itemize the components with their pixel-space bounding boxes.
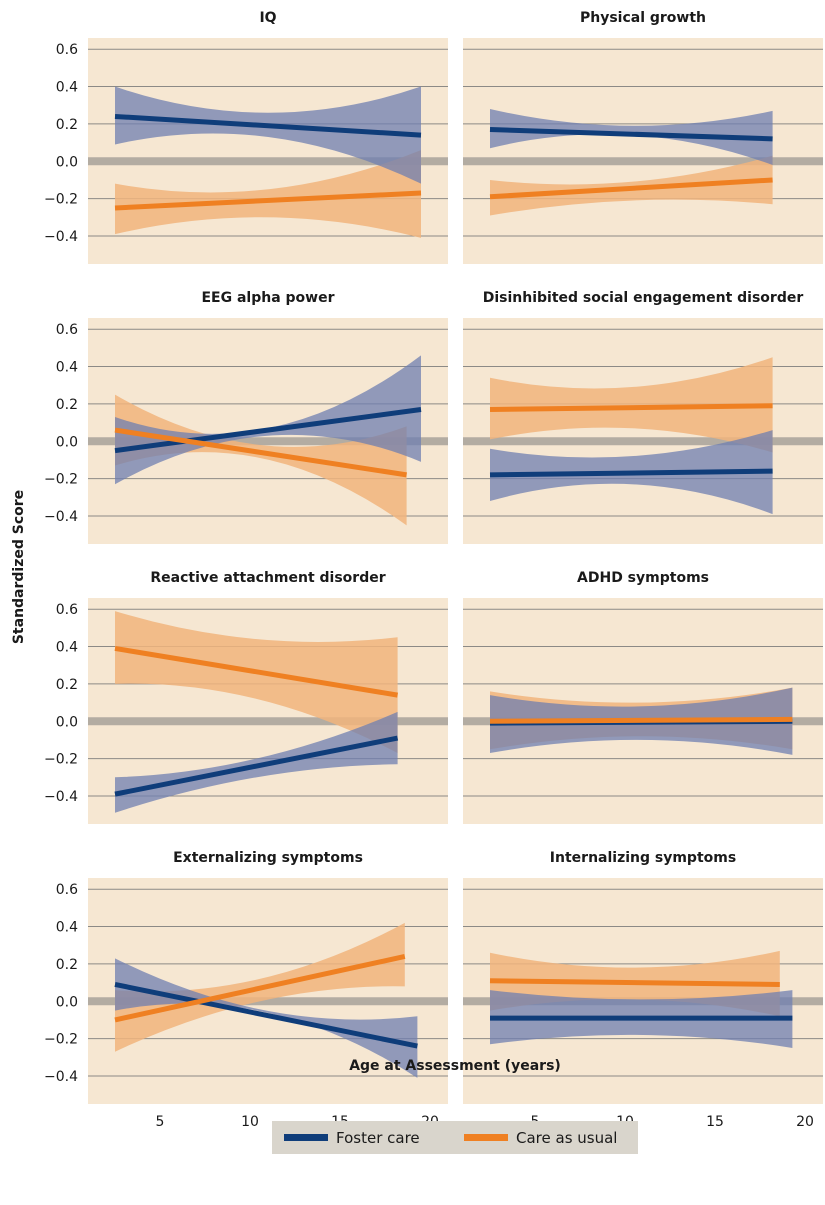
care-as-usual-trend-line (489, 403, 773, 413)
y-tick-label: 0.6 (56, 322, 78, 338)
care-as-usual-trend-line (489, 177, 773, 200)
y-tick-label: −0.4 (44, 229, 78, 245)
panel-eeg-alpha-power: EEG alpha power −0.4 −0.2 0.0 0.2 0.4 0.6 (44, 290, 448, 544)
x-tick-label: 15 (706, 1114, 724, 1130)
series-layer (489, 357, 773, 515)
y-tick-label: −0.4 (44, 509, 78, 525)
panel-title: Physical growth (580, 10, 706, 26)
panel-title: ADHD symptoms (577, 570, 709, 586)
legend-background (272, 1121, 638, 1154)
series-layer (114, 922, 418, 1078)
y-tick-label: 0.6 (56, 42, 78, 58)
panel-adhd-symptoms: ADHD symptoms (463, 570, 823, 824)
care-as-usual-confidence-band (115, 150, 421, 238)
y-tick-label: −0.4 (44, 1069, 78, 1085)
series-layer (489, 108, 773, 216)
y-tick-label: −0.2 (44, 192, 78, 208)
y-tick-label: −0.2 (44, 472, 78, 488)
care-as-usual-confidence-band (115, 611, 398, 754)
y-tick-label: 0.0 (56, 714, 78, 730)
y-tick-label: 0.4 (56, 80, 78, 96)
y-tick-label: −0.2 (44, 752, 78, 768)
foster-care-confidence-band (115, 86, 421, 184)
y-tick-label: 0.2 (56, 397, 78, 413)
y-tick-label: 0.4 (56, 640, 78, 656)
x-tick-label: 20 (796, 1114, 814, 1130)
foster-care-trend-line (114, 407, 422, 454)
series-layer (114, 611, 399, 813)
y-tick-label: 0.6 (56, 882, 78, 898)
foster-care-trend-line (489, 468, 773, 478)
x-axis-label: Age at Assessment (years) (349, 1058, 561, 1074)
panel-iq: IQ −0.4 −0.2 0.0 0.2 0.4 0.6 (44, 10, 448, 264)
panel-reactive-attachment-disorder: Reactive attachment disorder −0.4 −0.2 0.0 0… (44, 570, 448, 824)
foster-care-trend-line (114, 735, 399, 797)
panel-title: EEG alpha power (201, 290, 334, 306)
care-as-usual-trend-line (114, 645, 399, 698)
legend-swatch-care-as-usual (464, 1134, 508, 1141)
panel-physical-growth: Physical growth (463, 10, 823, 264)
y-tick-label: 0.0 (56, 994, 78, 1010)
y-tick-label: 0.6 (56, 602, 78, 618)
panel-externalizing-symptoms: Externalizing symptoms −0.4 −0.2 0.0 0.2 0.4 0… (44, 850, 448, 1130)
y-tick-label: 0.2 (56, 957, 78, 973)
foster-care-confidence-band (490, 108, 773, 166)
y-tick-label: 0.0 (56, 434, 78, 450)
panels-layer: IQ −0.4 −0.2 0.0 0.2 0.4 0.6 Physical growth EEG… (44, 10, 823, 1130)
panel-internalizing-symptoms: Internalizing symptoms5101520 (463, 850, 823, 1130)
y-tick-label: 0.4 (56, 360, 78, 376)
foster-care-trend-line (114, 113, 422, 138)
panel-title: Reactive attachment disorder (150, 570, 385, 586)
panel-title: Disinhibited social engagement disorder (483, 290, 804, 306)
y-tick-label: −0.2 (44, 1032, 78, 1048)
series-layer (489, 950, 793, 1048)
care-as-usual-trend-line (489, 978, 780, 987)
panel-title: IQ (259, 10, 276, 26)
y-tick-label: 0.4 (56, 920, 78, 936)
panel-disinhibited-social-engagement-disorder: Disinhibited social engagement disorder (463, 290, 823, 544)
care-as-usual-trend-line (489, 716, 793, 724)
y-tick-label: −0.4 (44, 789, 78, 805)
foster-care-trend-line (114, 982, 418, 1049)
y-tick-label: 0.0 (56, 154, 78, 170)
series-layer (114, 86, 422, 238)
care-as-usual-confidence-band (490, 155, 773, 216)
foster-care-trend-line (489, 127, 773, 142)
care-as-usual-trend-line (114, 190, 422, 211)
care-as-usual-confidence-band (490, 357, 773, 453)
y-axis-label-group: Standardized Score (11, 490, 27, 644)
x-tick-label: 5 (156, 1114, 165, 1130)
series-layer (489, 687, 793, 755)
y-tick-label: 0.2 (56, 677, 78, 693)
legend-swatch-foster-care (284, 1134, 328, 1141)
panel-title: Internalizing symptoms (550, 850, 736, 866)
y-tick-label: 0.2 (56, 117, 78, 133)
y-axis-label: Standardized Score (11, 490, 27, 644)
panel-title: Externalizing symptoms (173, 850, 363, 866)
legend-label-foster-care: Foster care (336, 1129, 420, 1147)
legend-label-care-as-usual: Care as usual (516, 1129, 617, 1147)
series-layer (114, 355, 422, 526)
legend: Foster care Care as usual (272, 1121, 638, 1154)
foster-care-confidence-band (115, 711, 398, 813)
care-as-usual-trend-line (114, 427, 407, 478)
care-as-usual-confidence-band (115, 394, 407, 526)
x-tick-label: 10 (241, 1114, 259, 1130)
care-as-usual-trend-line (114, 954, 406, 1023)
